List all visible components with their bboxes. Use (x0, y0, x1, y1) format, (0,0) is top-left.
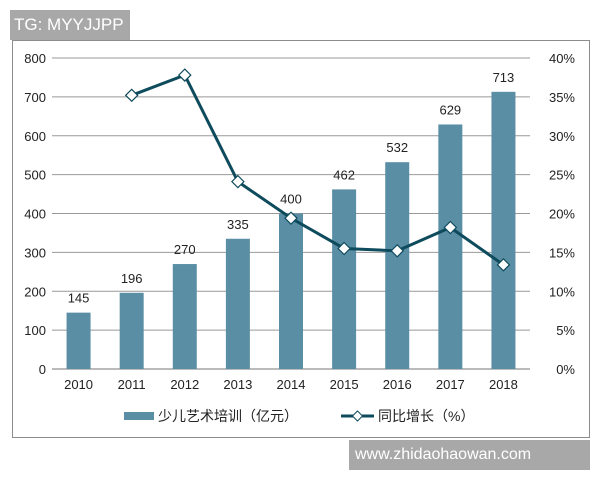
x-tick-label: 2017 (436, 377, 465, 392)
bar (119, 292, 144, 369)
y-left-tick-label: 700 (24, 90, 46, 105)
y-right-tick-label: 35% (549, 90, 575, 105)
y-right-tick-label: 40% (549, 51, 575, 66)
bar-data-label: 629 (439, 102, 461, 117)
bar-data-label: 196 (121, 271, 143, 286)
growth-line (131, 73, 505, 267)
x-tick-label: 2015 (330, 377, 359, 392)
legend-line-label: 同比增长（%） (378, 408, 474, 424)
y-right-tick-label: 30% (549, 129, 575, 144)
growth-point (337, 241, 351, 256)
y-right-tick-label: 0% (556, 362, 575, 377)
growth-point (496, 257, 511, 272)
bar (491, 91, 516, 369)
y-left-tick-label: 800 (24, 51, 46, 66)
growth-point (443, 220, 458, 235)
growth-point (231, 174, 245, 189)
growth-point (124, 88, 139, 103)
x-tick-label: 2014 (277, 377, 306, 392)
y-right-tick-label: 5% (556, 323, 575, 338)
legend-diamond-icon (351, 410, 364, 422)
x-tick-label: 2018 (489, 377, 518, 392)
x-tick-label: 2013 (223, 377, 252, 392)
bar-data-label: 145 (68, 291, 90, 306)
bar-data-label: 462 (333, 167, 355, 182)
tag-label: TG: MYYJJPP (10, 10, 130, 40)
y-right-tick-label: 25% (549, 168, 575, 183)
y-left-tick-label: 600 (24, 129, 46, 144)
y-left-tick-label: 500 (24, 168, 46, 183)
bar (385, 162, 410, 369)
y-right-tick-label: 20% (549, 207, 575, 222)
legend-bar-label: 少儿艺术培训（亿元） (158, 408, 298, 424)
bar (66, 312, 91, 369)
y-left-tick-label: 100 (24, 323, 46, 338)
y-right-tick-label: 15% (549, 245, 575, 260)
chart-frame (12, 40, 590, 438)
bar-data-label: 713 (493, 70, 515, 85)
bar-data-label: 400 (280, 192, 302, 207)
legend-bar-swatch (124, 412, 154, 420)
y-left-tick-label: 200 (24, 284, 46, 299)
x-tick-label: 2011 (118, 377, 146, 392)
x-tick-label: 2010 (64, 377, 93, 392)
y-left-tick-label: 300 (24, 245, 46, 260)
bar-data-label: 532 (386, 140, 408, 155)
x-tick-label: 2012 (170, 377, 199, 392)
bar-data-label: 270 (174, 242, 196, 257)
growth-point (284, 211, 298, 226)
bar-data-label: 335 (227, 217, 249, 232)
y-right-tick-label: 10% (549, 284, 575, 299)
bar (172, 264, 197, 369)
bar (332, 189, 357, 369)
growth-point (390, 243, 405, 258)
bar (225, 238, 250, 369)
y-left-tick-label: 400 (24, 207, 46, 222)
bar (438, 124, 463, 369)
growth-point (177, 68, 192, 82)
watermark: www.zhidaohaowan.com (349, 440, 590, 470)
y-left-tick-label: 0 (39, 362, 46, 377)
x-tick-label: 2016 (383, 377, 412, 392)
bar (279, 213, 303, 369)
